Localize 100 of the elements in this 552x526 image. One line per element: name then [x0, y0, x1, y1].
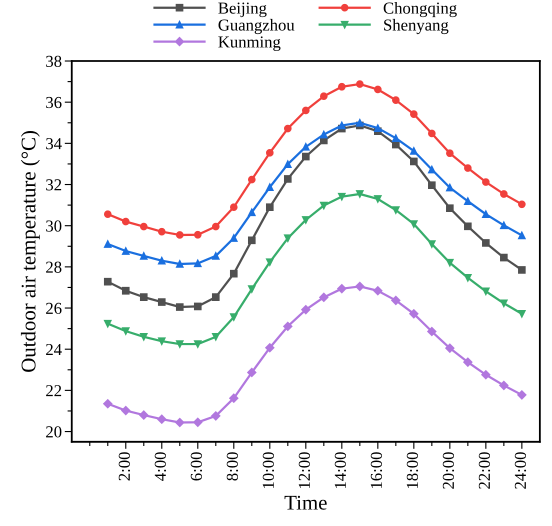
point: [410, 110, 418, 118]
legend-label: Shenyang: [384, 18, 448, 34]
point: [158, 337, 166, 345]
point: [266, 149, 274, 157]
point: [428, 181, 436, 189]
point: [500, 254, 508, 262]
point: [248, 236, 256, 244]
point: [500, 221, 508, 230]
point: [284, 175, 292, 183]
point: [356, 190, 364, 198]
point: [175, 418, 184, 428]
point: [157, 414, 166, 424]
y-tick-label: 36: [46, 96, 62, 108]
point: [283, 322, 292, 331]
point: [446, 258, 454, 267]
point: [391, 296, 400, 306]
point: [194, 302, 202, 310]
point: [266, 183, 274, 192]
point: [284, 124, 292, 132]
point: [139, 410, 148, 420]
point: [122, 218, 130, 226]
point: [445, 344, 454, 353]
point: [482, 288, 490, 296]
x-axis-title: Time: [284, 496, 327, 510]
point: [392, 134, 400, 142]
point: [158, 298, 166, 306]
point: [176, 303, 184, 311]
point: [392, 206, 400, 214]
point: [518, 232, 526, 240]
y-axis-title: Outdoor air temperature (°C): [20, 131, 40, 372]
y-tick-label: 30: [46, 220, 62, 232]
x-tick-label: 14:00: [334, 452, 346, 488]
point: [248, 208, 256, 216]
point: [338, 122, 346, 130]
point: [464, 222, 472, 230]
point: [140, 333, 148, 341]
point: [158, 256, 166, 265]
point: [428, 166, 436, 174]
y-tick-label: 22: [46, 385, 62, 396]
point: [338, 192, 346, 200]
point: [338, 82, 346, 91]
legend-label: Chongqing: [384, 2, 457, 18]
x-tick-label: 12:00: [298, 452, 310, 488]
point: [266, 258, 274, 266]
point: [482, 210, 490, 218]
point: [301, 305, 310, 314]
point: [410, 220, 418, 228]
y-tick-label: 38: [46, 56, 62, 67]
legend-label: Beijing: [218, 2, 267, 18]
point: [104, 210, 112, 218]
point: [356, 80, 364, 88]
point: [104, 278, 112, 286]
point: [248, 176, 256, 184]
point: [176, 340, 184, 348]
point: [302, 216, 310, 224]
y-tick-label: 32: [46, 179, 62, 190]
point: [518, 200, 526, 208]
point: [193, 418, 202, 427]
point: [302, 143, 310, 151]
x-tick-label: 4:00: [154, 452, 166, 481]
point: [122, 327, 130, 335]
point: [104, 240, 112, 248]
x-tick-label: 22:00: [478, 452, 490, 489]
point: [104, 320, 112, 328]
x-tick-label: 18:00: [406, 452, 418, 488]
x-tick-label: 6:00: [190, 452, 202, 480]
point: [248, 285, 256, 293]
point: [140, 252, 148, 260]
point: [374, 195, 382, 203]
point: [500, 299, 508, 308]
point: [374, 86, 382, 94]
y-tick-label: 34: [46, 138, 62, 150]
point: [518, 266, 526, 274]
point: [266, 203, 274, 211]
point: [500, 190, 508, 198]
point: [392, 96, 400, 104]
point: [140, 293, 148, 301]
point: [446, 149, 454, 158]
point: [194, 260, 202, 268]
point: [518, 310, 526, 318]
point: [428, 240, 436, 248]
point: [230, 234, 238, 242]
y-tick-label: 20: [46, 426, 62, 438]
x-tick-label: 16:00: [370, 452, 382, 488]
point: [517, 390, 526, 400]
point: [355, 282, 364, 292]
point: [337, 284, 346, 294]
point: [302, 152, 310, 160]
point: [499, 380, 508, 390]
y-tick-label: 24: [46, 344, 62, 355]
y-tick-label: 28: [46, 262, 62, 273]
point: [481, 370, 490, 380]
point: [211, 411, 220, 421]
point: [464, 164, 472, 172]
point: [140, 222, 148, 230]
y-tick-label: 26: [46, 302, 62, 314]
point: [284, 160, 292, 168]
point: [374, 124, 382, 132]
point: [230, 203, 238, 211]
point: [464, 274, 472, 282]
